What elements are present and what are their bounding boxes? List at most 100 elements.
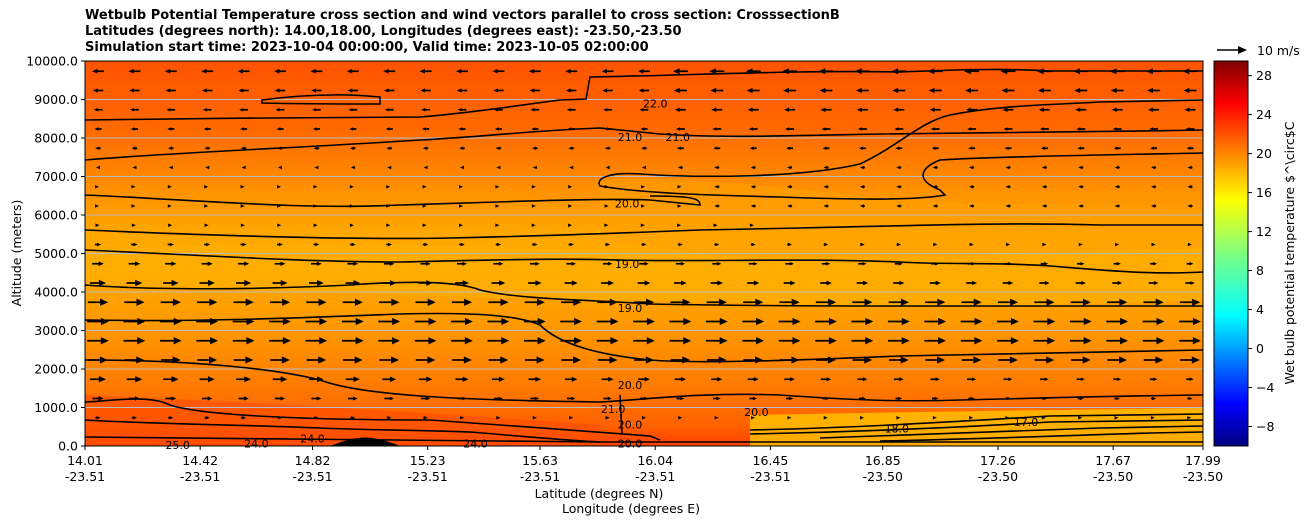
- wind-vector-head: [609, 298, 618, 306]
- wind-vector-head: [605, 415, 610, 420]
- wind-vector-head: [495, 204, 500, 208]
- wind-vector-head: [282, 337, 291, 345]
- wind-vector-head: [751, 242, 756, 247]
- wind-vector-head: [131, 223, 136, 228]
- wind-vector-head: [934, 396, 939, 401]
- contour-label: 20.0: [618, 379, 643, 392]
- wind-vector-head: [865, 317, 874, 326]
- wind-vector-head: [1116, 261, 1121, 266]
- contour-label-group: 17.0: [1014, 416, 1039, 429]
- wind-vector-head: [683, 337, 692, 345]
- wind-vector-head: [610, 337, 619, 345]
- wind-vector-head: [387, 165, 392, 170]
- wind-vector-head: [1155, 356, 1164, 364]
- x-tick-label-lon: -23.50: [1183, 469, 1223, 484]
- wind-vector-head: [1079, 396, 1084, 401]
- x-tick-label-lat: 17.99: [1185, 453, 1221, 468]
- wind-vector-head: [389, 396, 394, 401]
- wind-vector-head: [1151, 165, 1156, 170]
- wind-vector-head: [677, 204, 682, 208]
- wind-vector-head: [130, 127, 135, 131]
- x-axis-label-latitude: Latitude (degrees N): [535, 486, 664, 501]
- contour-label: 21.0: [601, 403, 626, 416]
- wind-vector-head: [456, 68, 462, 74]
- wind-vector-head: [969, 184, 974, 189]
- colorbar-tick-label: 0: [1256, 341, 1264, 356]
- wind-vector-head: [1082, 298, 1091, 306]
- contour-label-group: 20.0: [618, 418, 643, 431]
- wind-vector-head: [680, 376, 687, 382]
- wind-vector-head: [420, 88, 426, 93]
- wind-vector-head: [818, 68, 826, 75]
- y-axis-label: Altitude (meters): [9, 200, 24, 307]
- contour-label-group: 20.0: [744, 406, 769, 419]
- wind-vector-head: [932, 415, 937, 420]
- wind-vector-head: [385, 127, 390, 131]
- wind-vector-head: [1046, 298, 1055, 306]
- wind-vector-head: [1010, 337, 1019, 345]
- wind-vector-head: [568, 184, 573, 189]
- wind-vector-head: [864, 356, 873, 364]
- wind-vector-head: [828, 317, 837, 326]
- wind-vector-head: [1114, 415, 1119, 420]
- wind-vector-head: [719, 337, 728, 345]
- wind-vector-head: [862, 280, 869, 286]
- contour-line: [85, 359, 1203, 403]
- wind-vector-head: [204, 184, 209, 189]
- contour-line: [85, 436, 1203, 443]
- wind-vector-head: [574, 337, 583, 345]
- wind-vector-head: [392, 317, 401, 326]
- wind-vector-head: [714, 204, 719, 208]
- wind-vector-head: [1041, 184, 1046, 189]
- wind-vector-head: [498, 396, 503, 401]
- wind-vector-head: [237, 68, 244, 74]
- wind-vector-head: [1150, 146, 1155, 151]
- wind-vector-head: [460, 242, 465, 247]
- wind-vector-head: [859, 204, 864, 208]
- wind-vector-head: [862, 261, 867, 266]
- wind-vector-head: [1192, 337, 1201, 345]
- wind-vector-head: [786, 146, 791, 151]
- wind-vector-head: [568, 146, 573, 151]
- wind-vector-head: [1037, 87, 1044, 94]
- wind-vector-head: [1008, 280, 1014, 286]
- wind-vector-head: [427, 356, 436, 364]
- quiver-key-label: 10 m/s: [1257, 43, 1300, 58]
- wind-vector-head: [96, 415, 101, 420]
- wind-vector-head: [787, 184, 792, 189]
- wind-vector-head: [891, 68, 899, 75]
- wind-vector-head: [899, 280, 905, 286]
- wind-vector-head: [1153, 261, 1158, 266]
- wind-vector-head: [819, 87, 826, 94]
- quiver-key: 10 m/s: [1217, 43, 1300, 58]
- wind-vector-head: [276, 127, 281, 131]
- wind-vector-head: [422, 184, 427, 189]
- wind-vector-head: [862, 377, 868, 382]
- wind-vector-head: [239, 107, 244, 112]
- wind-vector-head: [535, 280, 542, 286]
- wind-vector-head: [464, 337, 473, 345]
- wind-vector-head: [389, 280, 397, 286]
- x-tick-label-lat: 17.26: [980, 453, 1016, 468]
- wind-vector-head: [782, 68, 789, 75]
- wind-vector-head: [1073, 68, 1081, 75]
- wind-vector-head: [1186, 146, 1191, 151]
- wind-vector-head: [241, 165, 246, 170]
- wind-vector-head: [244, 376, 252, 383]
- wind-vector-head: [496, 415, 501, 420]
- wind-vector-head: [349, 204, 354, 208]
- contour-label: 18.0: [885, 423, 910, 436]
- wind-vector-head: [316, 396, 322, 401]
- wind-vector-head: [1154, 281, 1159, 285]
- wind-vector-head: [351, 415, 356, 420]
- wind-vector-head: [354, 298, 363, 306]
- wind-vector-head: [280, 279, 288, 287]
- wind-vector-head: [1078, 204, 1083, 208]
- wind-vector-head: [495, 184, 500, 189]
- wind-vector-head: [823, 415, 828, 420]
- wind-vector-head: [972, 377, 977, 382]
- wind-vector-head: [464, 317, 473, 326]
- wind-vector-head: [462, 376, 469, 382]
- wind-vector-head: [535, 261, 540, 266]
- wind-vector-head: [458, 223, 463, 228]
